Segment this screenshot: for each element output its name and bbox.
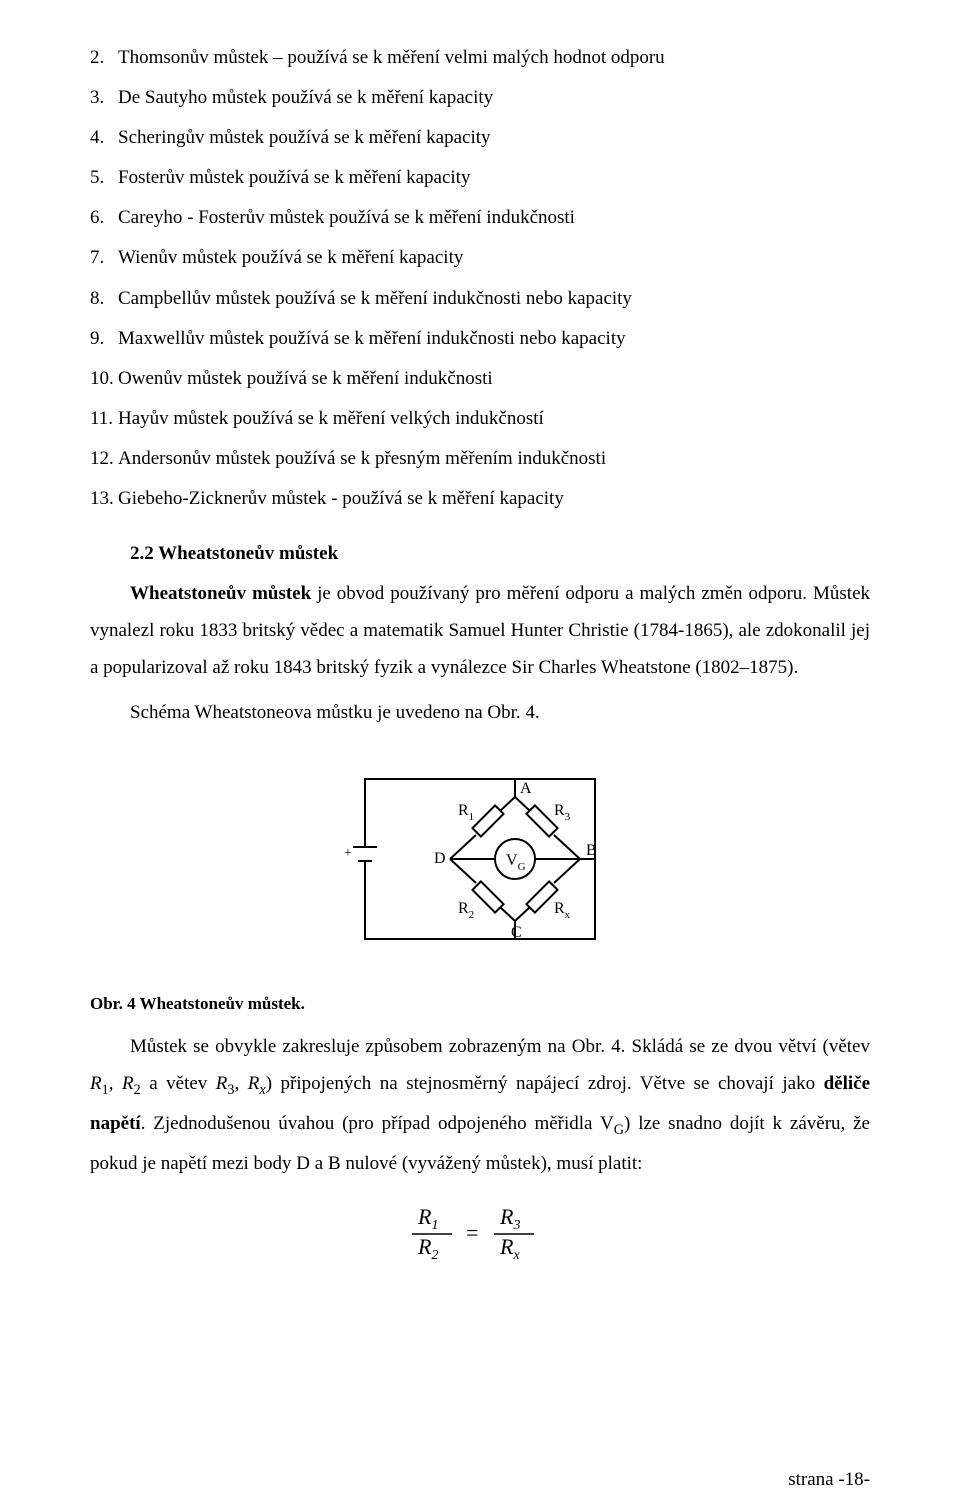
p3-sep2: , xyxy=(235,1073,248,1094)
eq-rxs: x xyxy=(512,1248,520,1262)
rx-sub: x xyxy=(565,909,571,921)
list-num: 7. xyxy=(90,240,118,276)
svg-text:R1: R1 xyxy=(417,1204,438,1233)
p3-r3s: 3 xyxy=(227,1082,234,1098)
list-item-12: 12.Andersonův můstek používá se k přesný… xyxy=(90,441,870,477)
svg-text:Rx: Rx xyxy=(499,1234,520,1262)
svg-text:R2: R2 xyxy=(417,1234,438,1262)
paragraph-2: Schéma Wheatstoneova můstku je uvedeno n… xyxy=(90,694,870,731)
list-text: Andersonův můstek používá se k přesným m… xyxy=(118,448,606,469)
p3-mid3: . Zjednodušenou úvahou (pro případ odpoj… xyxy=(141,1113,614,1134)
list-num: 10. xyxy=(90,361,118,397)
section-heading: 2.2 Wheatstoneův můstek xyxy=(90,543,870,565)
list-num: 13. xyxy=(90,481,118,517)
list-text: Scheringův můstek používá se k měření ka… xyxy=(118,127,491,148)
p3-r3: R xyxy=(216,1073,228,1094)
page-footer: strana -18- xyxy=(788,1469,870,1491)
eq-r1: R xyxy=(417,1204,432,1229)
list-num: 2. xyxy=(90,40,118,76)
list-text: Wienův můstek používá se k měření kapaci… xyxy=(118,247,463,268)
list-text: Careyho - Fosterův můstek používá se k m… xyxy=(118,207,575,228)
list-item-6: 6.Careyho - Fosterův můstek používá se k… xyxy=(90,200,870,236)
p1-lead-bold: Wheatstoneův můstek xyxy=(130,583,311,604)
list-item-8: 8.Campbellův můstek používá se k měření … xyxy=(90,281,870,317)
svg-text:=: = xyxy=(466,1220,478,1245)
equation: R1 R2 = R3 Rx xyxy=(90,1202,870,1267)
equation-svg: R1 R2 = R3 Rx xyxy=(400,1202,560,1262)
eq-r3: R xyxy=(499,1204,514,1229)
list-item-11: 11.Hayův můstek používá se k měření velk… xyxy=(90,401,870,437)
list-text: Hayův můstek používá se k měření velkých… xyxy=(118,408,544,429)
rx-label: R xyxy=(554,900,565,917)
list-item-4: 4.Scheringův můstek používá se k měření … xyxy=(90,120,870,156)
list-text: Owenův můstek používá se k měření indukč… xyxy=(118,368,493,389)
r3-label: R xyxy=(554,802,565,819)
eq-rx: R xyxy=(499,1234,514,1259)
list-num: 9. xyxy=(90,321,118,357)
list-num: 5. xyxy=(90,160,118,196)
r3-sub: 3 xyxy=(565,811,571,823)
p3-pre: Můstek se obvykle zakresluje způsobem zo… xyxy=(130,1036,870,1057)
list-text: Maxwellův můstek používá se k měření ind… xyxy=(118,328,626,349)
list-item-3: 3.De Sautyho můstek používá se k měření … xyxy=(90,80,870,116)
figure-caption: Obr. 4 Wheatstoneův můstek. xyxy=(90,994,870,1014)
node-D-label: D xyxy=(434,850,446,867)
paragraph-3: Můstek se obvykle zakresluje způsobem zo… xyxy=(90,1028,870,1181)
eq-r1s: 1 xyxy=(431,1218,438,1233)
list-item-2: 2.Thomsonův můstek – používá se k měření… xyxy=(90,40,870,76)
p3-r2s: 2 xyxy=(134,1082,141,1098)
list-item-5: 5.Fosterův můstek používá se k měření ka… xyxy=(90,160,870,196)
p3-mid1: a větev xyxy=(141,1073,216,1094)
r1-sub: 1 xyxy=(469,811,475,823)
vg-label: V xyxy=(506,852,518,869)
r1-label: R xyxy=(458,802,469,819)
p3-sep1: , xyxy=(109,1073,122,1094)
eq-r3s: 3 xyxy=(512,1218,520,1233)
list-text: Thomsonův můstek – používá se k měření v… xyxy=(118,47,665,68)
page: 2.Thomsonův můstek – používá se k měření… xyxy=(0,0,960,1509)
svg-text:+: + xyxy=(344,846,352,861)
figure-wheatstone: + xyxy=(90,749,870,974)
vg-sub: G xyxy=(518,861,526,873)
list-num: 6. xyxy=(90,200,118,236)
node-A-label: A xyxy=(520,780,532,797)
paragraph-1: Wheatstoneův můstek je obvod používaný p… xyxy=(90,575,870,686)
r2-sub: 2 xyxy=(469,909,475,921)
list-item-7: 7.Wienův můstek používá se k měření kapa… xyxy=(90,240,870,276)
list-num: 11. xyxy=(90,401,118,437)
eq-r2: R xyxy=(417,1234,432,1259)
p3-r1: R xyxy=(90,1073,102,1094)
list-text: De Sautyho můstek používá se k měření ka… xyxy=(118,87,493,108)
list-text: Fosterův můstek používá se k měření kapa… xyxy=(118,167,470,188)
p3-r2: R xyxy=(122,1073,134,1094)
list-num: 12. xyxy=(90,441,118,477)
list-item-13: 13.Giebeho-Zicknerův můstek - používá se… xyxy=(90,481,870,517)
node-B-label: B xyxy=(586,842,597,859)
list-num: 8. xyxy=(90,281,118,317)
list-text: Campbellův můstek používá se k měření in… xyxy=(118,288,632,309)
p3-r1s: 1 xyxy=(102,1082,109,1098)
wheatstone-schematic-svg: + xyxy=(330,749,630,969)
list-num: 3. xyxy=(90,80,118,116)
list-item-9: 9.Maxwellův můstek používá se k měření i… xyxy=(90,321,870,357)
list-num: 4. xyxy=(90,120,118,156)
r2-label: R xyxy=(458,900,469,917)
p3-vgs: G xyxy=(614,1122,624,1138)
p3-mid2: ) připojených na stejnosměrný napájecí z… xyxy=(266,1073,824,1094)
list-item-10: 10.Owenův můstek používá se k měření ind… xyxy=(90,361,870,397)
node-C-label: C xyxy=(511,924,522,941)
svg-text:R3: R3 xyxy=(499,1204,520,1233)
eq-r2s: 2 xyxy=(431,1248,438,1262)
list-text: Giebeho-Zicknerův můstek - používá se k … xyxy=(118,488,564,509)
p3-rx: R xyxy=(248,1073,260,1094)
